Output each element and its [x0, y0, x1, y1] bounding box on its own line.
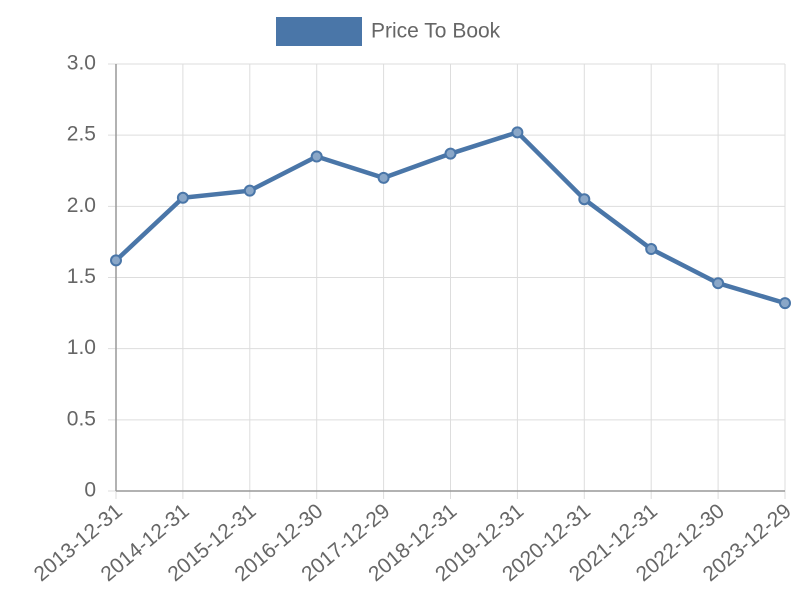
point	[712, 277, 725, 290]
point	[444, 147, 457, 160]
point	[310, 150, 323, 163]
y-tick-label: 2.5	[67, 123, 96, 146]
legend-label: Price To Book	[371, 20, 501, 43]
y-tick-label: 1.5	[67, 265, 96, 288]
y-tick-label: 2.0	[67, 194, 96, 217]
point	[578, 193, 591, 206]
point	[779, 297, 791, 310]
point	[377, 171, 390, 184]
point	[243, 184, 256, 197]
y-tick-label: 0.5	[67, 407, 96, 430]
point	[176, 191, 189, 204]
legend-swatch	[276, 17, 362, 46]
point	[645, 243, 658, 256]
point	[110, 254, 122, 267]
y-tick-label: 1.0	[67, 336, 96, 359]
point	[511, 126, 524, 139]
y-tick-label: 0	[84, 479, 96, 502]
y-tick-label: 3.0	[67, 52, 96, 75]
